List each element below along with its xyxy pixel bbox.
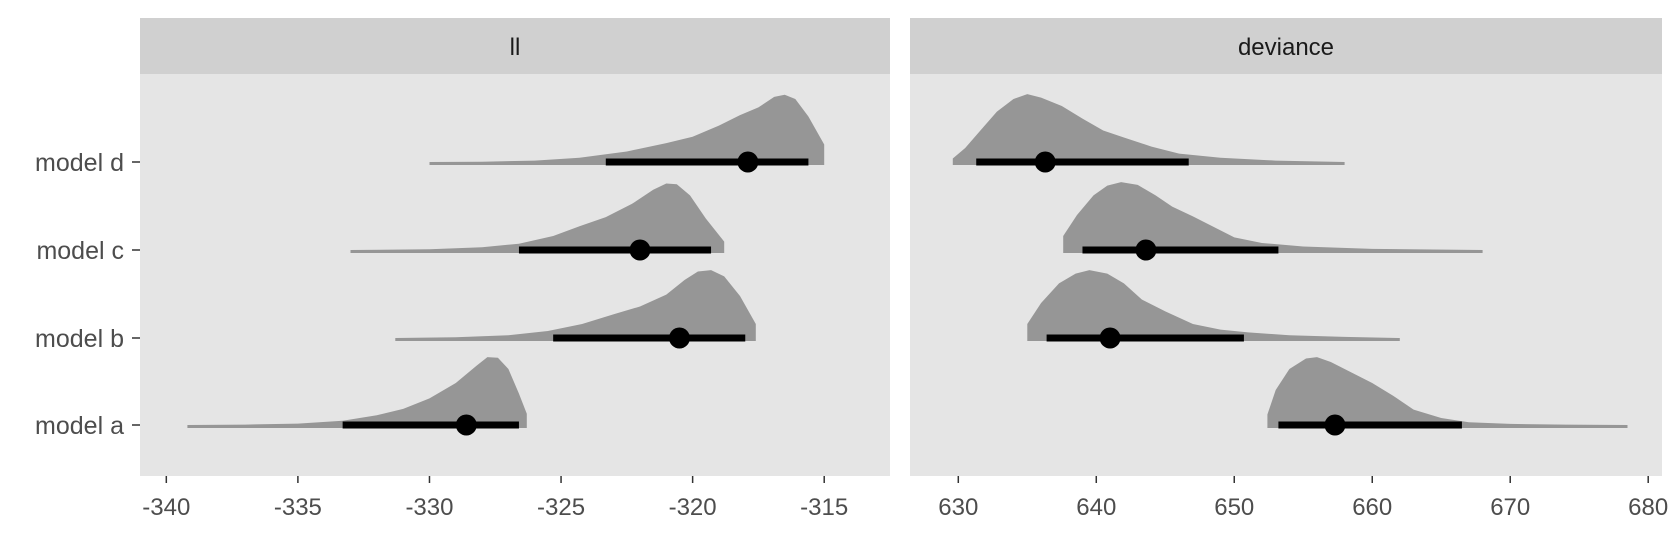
x-tick-label: -325 [537, 494, 585, 521]
density-model-b [1027, 270, 1400, 341]
x-tick-label: -335 [274, 494, 322, 521]
density-model-d [429, 94, 825, 165]
y-tick-label: model c [36, 237, 124, 265]
density-model-b [395, 270, 756, 341]
y-tick-label: model d [35, 149, 124, 177]
facet-strip [910, 18, 1662, 74]
x-tick-label: -320 [669, 494, 717, 521]
x-tick-label: 670 [1490, 494, 1530, 521]
point-model-b [668, 327, 690, 349]
density-model-c [1063, 182, 1483, 253]
x-tick-label: 630 [938, 494, 978, 521]
point-model-b [1099, 327, 1121, 349]
point-model-a [455, 414, 477, 436]
point-model-c [1135, 239, 1157, 261]
x-tick-label: -315 [800, 494, 848, 521]
x-tick-label: 650 [1214, 494, 1254, 521]
density-model-a [1267, 357, 1628, 428]
density-model-d [952, 94, 1345, 165]
x-tick-label: 680 [1628, 494, 1668, 521]
x-tick-label: 660 [1352, 494, 1392, 521]
facet-title: deviance [1238, 34, 1334, 61]
facet-strip [140, 18, 890, 74]
point-model-c [629, 239, 651, 261]
density-model-c [350, 183, 725, 253]
x-tick-label: 640 [1076, 494, 1116, 521]
x-tick-label: -340 [142, 494, 190, 521]
point-model-d [1034, 151, 1056, 173]
point-model-a [1324, 414, 1346, 436]
density-model-a [187, 357, 527, 428]
facet-title: ll [510, 34, 521, 61]
point-model-d [737, 151, 759, 173]
x-tick-label: -330 [405, 494, 453, 521]
y-tick-label: model b [35, 325, 124, 353]
y-tick-label: model a [35, 412, 124, 440]
